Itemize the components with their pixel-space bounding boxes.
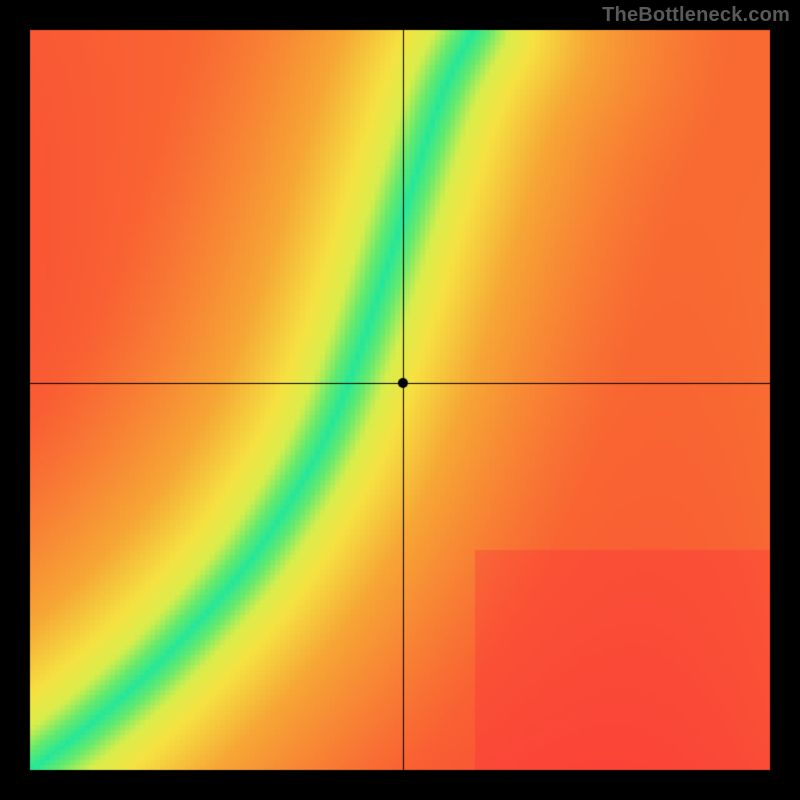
- chart-container: TheBottleneck.com: [0, 0, 800, 800]
- watermark-text: TheBottleneck.com: [602, 4, 790, 27]
- bottleneck-heatmap: [0, 0, 800, 800]
